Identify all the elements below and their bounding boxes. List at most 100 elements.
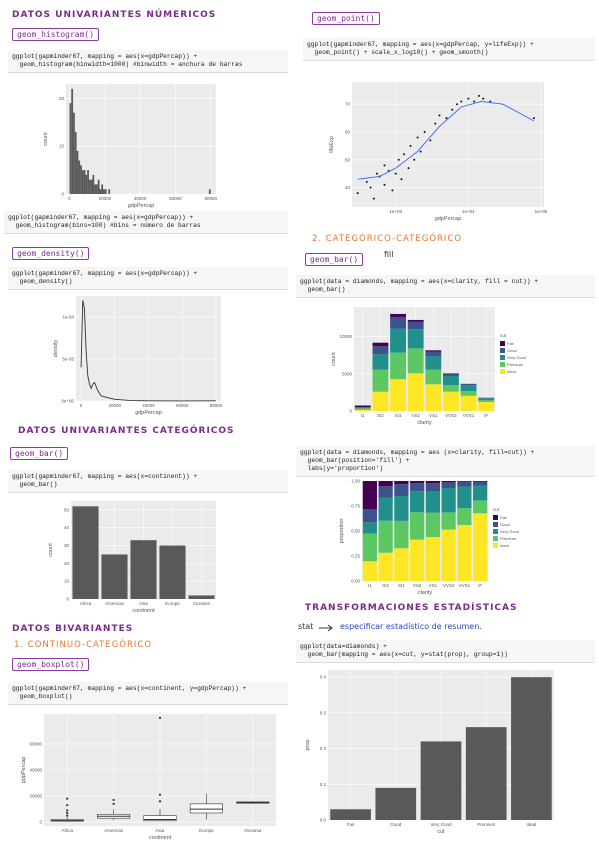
point xyxy=(438,114,441,117)
bar xyxy=(375,787,417,820)
arrow xyxy=(319,624,333,632)
x-tick-label: 1e+03 xyxy=(389,209,402,214)
x-axis-title: cut xyxy=(437,829,445,835)
bar-segment xyxy=(473,481,488,482)
point xyxy=(419,150,422,153)
y-axis-title: count xyxy=(48,543,54,557)
x-tick-label: 20000 xyxy=(99,196,112,201)
x-tick-label: Asia xyxy=(139,601,148,606)
bar-segment xyxy=(473,485,488,501)
bar-segment xyxy=(457,508,472,525)
bar-segment xyxy=(478,397,495,399)
bar-segment xyxy=(394,496,409,521)
legend-label: Good xyxy=(507,348,517,353)
outlier xyxy=(158,716,162,720)
y-tick-label: 0 xyxy=(39,820,42,825)
y-tick-label: 40 xyxy=(64,525,70,530)
legend-label: Fair xyxy=(500,515,508,520)
legend-swatch xyxy=(500,362,505,367)
bar-segment xyxy=(390,352,406,380)
bar-segment xyxy=(394,548,409,581)
bar-segment xyxy=(460,385,477,392)
point xyxy=(407,167,410,170)
legend-swatch xyxy=(493,536,498,541)
bar xyxy=(188,595,215,599)
point xyxy=(416,136,419,139)
bar-segment xyxy=(362,561,377,581)
x-tick-label: VVS2 xyxy=(445,413,457,418)
y-tick-label: 30 xyxy=(64,543,70,548)
x-tick-label: VS1 xyxy=(429,583,438,588)
point xyxy=(434,122,437,125)
bar-segment xyxy=(457,524,472,581)
code: ggplot(gapminder67, mapping = aes(x=cont… xyxy=(8,682,288,705)
bar xyxy=(90,179,93,194)
point xyxy=(372,197,375,200)
y-tick-label: 10000 xyxy=(339,334,352,339)
legend-swatch xyxy=(500,369,505,374)
x-tick-label: Europe xyxy=(199,828,214,833)
bar-segment xyxy=(354,407,371,408)
bar-segment xyxy=(354,405,371,408)
bar-segment xyxy=(372,369,389,392)
code: ggplot(gapminder67, mapping = aes(x=cont… xyxy=(8,470,288,493)
bar xyxy=(81,170,84,194)
x-tick-label: VS2 xyxy=(413,583,422,588)
bar-segment xyxy=(407,348,424,374)
legend-label: Premium xyxy=(500,536,517,541)
x-tick-label: I1 xyxy=(368,583,372,588)
bar xyxy=(78,160,81,194)
bar xyxy=(103,189,105,194)
bar-segment xyxy=(378,486,393,498)
legend-swatch xyxy=(493,522,498,527)
x-tick-label: Africa xyxy=(61,828,73,833)
legend-label: Fair xyxy=(507,341,515,346)
y-tick-label: 40000 xyxy=(29,768,42,773)
bar-segment xyxy=(354,408,371,410)
x-axis-title: gdpPercap xyxy=(135,410,162,416)
bar-segment xyxy=(394,520,409,549)
bar-segment xyxy=(443,385,459,392)
bar-segment xyxy=(425,351,442,357)
point xyxy=(477,94,480,97)
y-tick-label: 0.0 xyxy=(320,818,327,823)
x-axis-title: gdpPercap xyxy=(435,216,462,222)
x-tick-label: SI2 xyxy=(377,413,384,418)
bar xyxy=(511,677,552,820)
y-tick-label: 10 xyxy=(59,144,65,149)
tag: geom_point() xyxy=(312,12,380,25)
x-tick-label: SI1 xyxy=(395,413,402,418)
y-tick-label: 40 xyxy=(345,185,351,190)
x-tick-label: Americas xyxy=(105,601,125,606)
heading: DATOS UNIVARIANTES NÚMERICOS xyxy=(12,10,217,20)
chart: 0 10 20 30 40 50 continent count Africa Americas A… xyxy=(48,501,216,614)
bar-segment xyxy=(372,391,389,411)
bar-segment xyxy=(443,376,459,386)
tag: geom_bar() xyxy=(10,447,69,460)
x-tick-label: Oceania xyxy=(244,828,261,833)
bar-segment xyxy=(441,512,456,530)
outlier xyxy=(112,798,115,802)
point xyxy=(451,108,454,111)
y-tick-label: 0 xyxy=(349,409,352,414)
y-tick-label: 60000 xyxy=(29,741,42,746)
outlier xyxy=(158,800,162,803)
point xyxy=(365,181,368,183)
bar-segment xyxy=(443,391,459,411)
code: ggplot(gapminder67, mapping = aes(x=gdpP… xyxy=(8,50,288,73)
bar xyxy=(72,506,99,599)
legend-swatch xyxy=(493,515,498,520)
legend-label: Good xyxy=(500,522,510,527)
code: ggplot(data = diamonds, mapping = aes (x… xyxy=(296,446,595,477)
x-tick-label: 0 xyxy=(80,403,83,408)
bar-segment xyxy=(378,552,393,581)
point xyxy=(400,178,403,181)
bar-segment xyxy=(394,484,409,497)
chart: 0 5000 10000 clarity count I1 SI2 SI1 VS2 VS1 VVS2… xyxy=(331,307,526,426)
x-tick-label: Africa xyxy=(80,601,92,606)
tag: geom_bar() xyxy=(305,253,364,266)
x-tick-label: 60000 xyxy=(169,196,182,201)
x-tick-label: VS2 xyxy=(411,413,420,418)
chart: 40 50 60 70 gdpPercap lifeExp 1e+03 1e+04 1e+05 xyxy=(329,82,548,222)
bar-segment xyxy=(473,500,488,514)
